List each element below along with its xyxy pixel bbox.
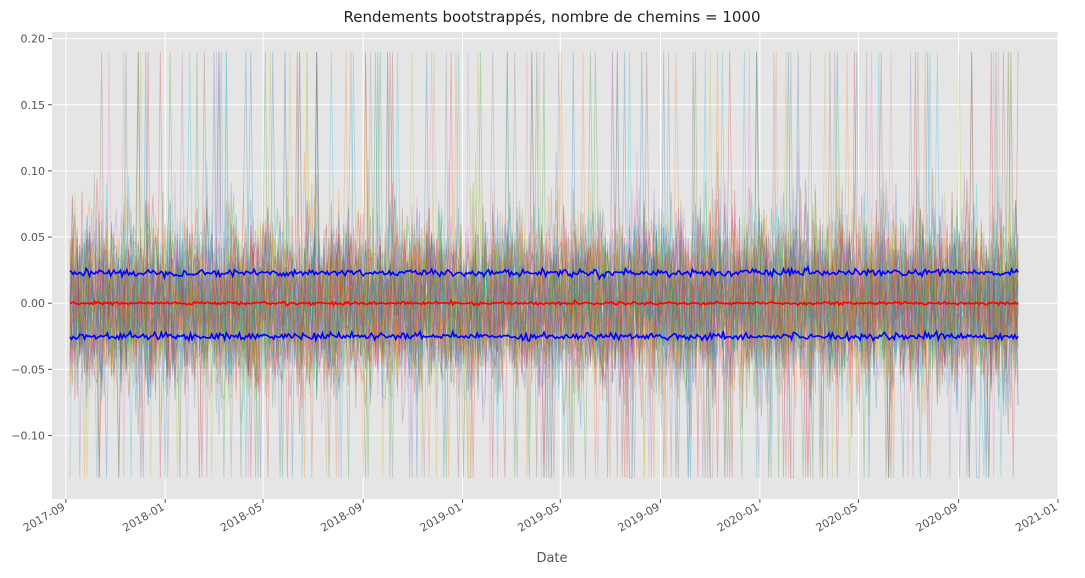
bootstrap-path-line bbox=[69, 194, 1019, 478]
x-tick-label: 2020-05 bbox=[814, 500, 860, 534]
bootstrap-path-line bbox=[69, 51, 1019, 478]
bootstrap-path-line bbox=[69, 51, 1019, 478]
y-tick-label: −0.05 bbox=[11, 363, 45, 376]
bootstrap-path-line bbox=[69, 51, 1019, 478]
bootstrap-path-line bbox=[69, 51, 1019, 478]
bootstrap-path-line bbox=[69, 51, 1019, 479]
bootstrap-path-line bbox=[69, 51, 1019, 478]
bootstrap-path-line bbox=[69, 51, 1019, 478]
bootstrap-path-line bbox=[69, 51, 1019, 478]
bootstrap-path-line bbox=[69, 51, 1019, 478]
bootstrap-path-line bbox=[69, 51, 1019, 478]
x-tick-label: 2017-09 bbox=[21, 500, 67, 534]
bootstrap-path-line bbox=[69, 191, 1019, 478]
x-tick-label: 2019-05 bbox=[515, 500, 561, 534]
bootstrap-path-line bbox=[69, 51, 1019, 478]
y-tick-label: 0.10 bbox=[21, 165, 46, 178]
x-tick-label: 2021-01 bbox=[1013, 500, 1059, 534]
y-tick-label: 0.00 bbox=[21, 297, 46, 310]
summary-lines bbox=[69, 264, 1019, 344]
bootstrap-path-line bbox=[69, 191, 1019, 478]
bootstrap-path-line bbox=[69, 51, 1019, 478]
x-axis: 2017-09 2018-01 2018-05 2018-09 2019-01 2019-… bbox=[21, 499, 1060, 535]
bootstrap-path-line bbox=[69, 51, 1019, 478]
x-tick-label: 2018-05 bbox=[218, 500, 264, 534]
bootstrap-path-line bbox=[69, 51, 1019, 478]
bootstrap-path-line bbox=[69, 51, 1019, 478]
bootstrap-path-line bbox=[69, 51, 1019, 479]
bootstrap-path-line bbox=[69, 51, 1019, 478]
lower-band-line bbox=[69, 329, 1019, 344]
bootstrap-path-line bbox=[69, 51, 1019, 478]
upper-band-line bbox=[69, 264, 1019, 281]
bootstrap-path-line bbox=[69, 51, 1019, 478]
x-tick-label: 2019-09 bbox=[616, 500, 662, 534]
bootstrap-path-line bbox=[69, 51, 1019, 478]
bootstrap-path-line bbox=[69, 51, 1019, 479]
x-tick-label: 2018-01 bbox=[120, 500, 166, 534]
bootstrap-path-line bbox=[69, 194, 1019, 478]
y-tick-label: 0.15 bbox=[21, 99, 46, 112]
bootstrap-path-line bbox=[69, 51, 1019, 478]
bootstrap-path-line bbox=[69, 51, 1019, 478]
x-tick-label: 2018-09 bbox=[318, 500, 364, 534]
x-tick-label: 2020-09 bbox=[914, 500, 960, 534]
y-tick-label: −0.10 bbox=[11, 429, 45, 442]
chart-title: Rendements bootstrappés, nombre de chemi… bbox=[343, 8, 760, 26]
plot-area bbox=[52, 32, 1058, 499]
bootstrap-path-line bbox=[69, 51, 1019, 478]
bootstrap-path-line bbox=[69, 51, 1019, 478]
bootstrap-path-line bbox=[69, 51, 1019, 478]
mean-line bbox=[69, 298, 1019, 307]
bootstrap-path-line bbox=[69, 51, 1019, 478]
bootstrap-path-line bbox=[69, 51, 1019, 478]
bootstrap-path-line bbox=[69, 51, 1019, 478]
bootstrap-path-line bbox=[69, 51, 1019, 478]
y-tick-label: 0.05 bbox=[21, 231, 46, 244]
bootstrap-path-line bbox=[69, 194, 1019, 478]
y-axis: −0.10 −0.05 0.00 0.05 0.10 0.15 0.20 bbox=[11, 33, 52, 442]
bootstrap-path-line bbox=[69, 51, 1019, 478]
y-tick-label: 0.20 bbox=[21, 33, 46, 46]
x-tick-label: 2019-01 bbox=[418, 500, 464, 534]
bootstrap-path-line bbox=[69, 51, 1019, 478]
x-axis-label: Date bbox=[536, 551, 567, 566]
x-tick-label: 2020-01 bbox=[715, 500, 761, 534]
